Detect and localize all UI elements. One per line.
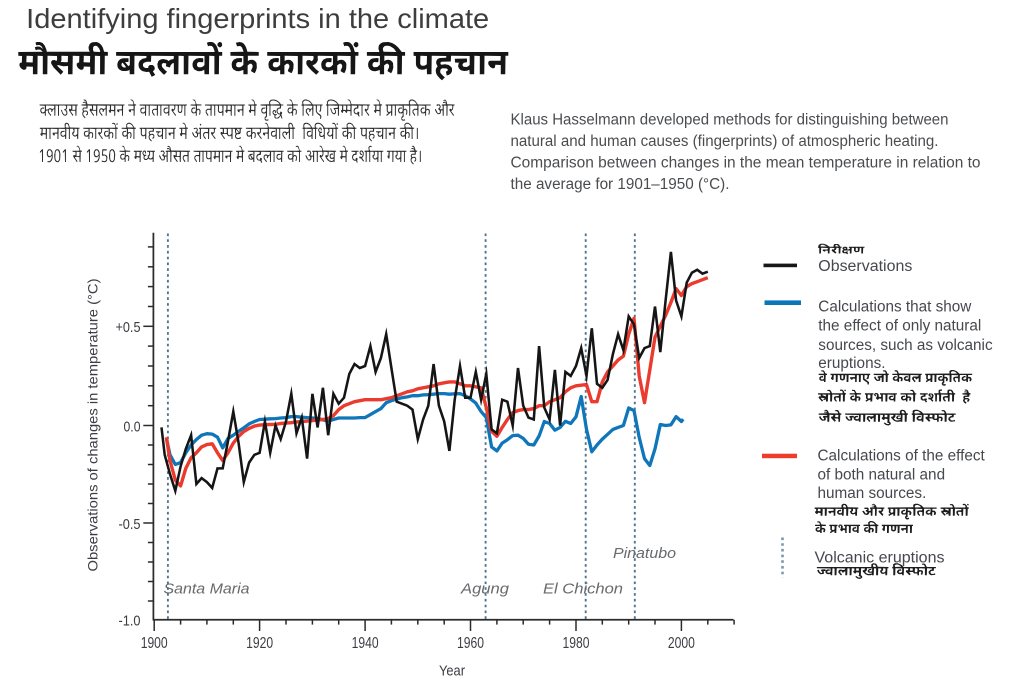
svg-text:Agung: Agung: [460, 581, 510, 598]
svg-text:Volcanic eruptions: Volcanic eruptions: [815, 550, 945, 567]
svg-text:Pinatubo: Pinatubo: [613, 545, 676, 562]
svg-text:1940: 1940: [352, 635, 379, 652]
svg-text:2000: 2000: [668, 635, 695, 652]
svg-text:Calculations of the effect: Calculations of the effect: [818, 448, 986, 465]
svg-text:sources, such as volcanic: sources, such as volcanic: [818, 337, 993, 354]
svg-text:-1.0: -1.0: [119, 614, 141, 630]
svg-text:1960: 1960: [457, 635, 484, 652]
svg-text:of both natural and: of both natural and: [818, 466, 946, 483]
svg-text:Santa Maria: Santa Maria: [164, 581, 250, 598]
svg-text:the effect of only natural: the effect of only natural: [818, 318, 981, 335]
svg-text:1900: 1900: [141, 635, 168, 652]
svg-text:Klaus Hasselmann developed met: Klaus Hasselmann developed methods for d…: [511, 111, 949, 128]
svg-text:Identifying fingerprints in th: Identifying fingerprints in the climate: [26, 3, 489, 34]
svg-text:Calculations that show: Calculations that show: [818, 298, 972, 315]
svg-text:the average for 1901–1950 (°C): the average for 1901–1950 (°C).: [511, 176, 730, 193]
svg-text:+0.5: +0.5: [116, 320, 141, 336]
svg-text:1920: 1920: [246, 635, 273, 652]
svg-text:Observations: Observations: [818, 258, 912, 275]
svg-text:human sources.: human sources.: [818, 485, 927, 502]
svg-text:Comparison between changes in: Comparison between changes in the mean t…: [511, 154, 981, 171]
svg-text:eruptions.: eruptions.: [818, 355, 885, 372]
svg-text:0.0: 0.0: [124, 419, 141, 435]
svg-text:El Chichon: El Chichon: [543, 581, 623, 598]
svg-text:Year: Year: [439, 663, 465, 679]
svg-text:1980: 1980: [563, 635, 590, 652]
svg-text:-0.5: -0.5: [119, 517, 141, 533]
svg-text:natural and human causes (fing: natural and human causes (fingerprints) …: [511, 133, 939, 150]
svg-text:Observations of changes in tem: Observations of changes in temperature (…: [86, 279, 101, 572]
